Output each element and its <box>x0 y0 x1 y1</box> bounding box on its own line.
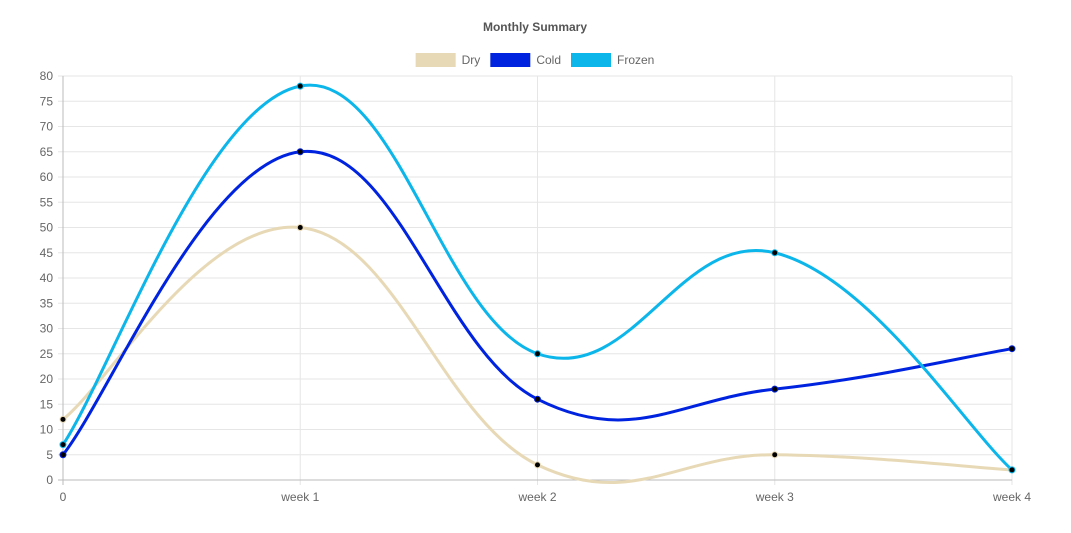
data-point-dry[interactable] <box>771 451 779 459</box>
y-tick-label: 10 <box>40 423 54 437</box>
y-tick-label: 30 <box>40 322 54 336</box>
y-tick-label: 20 <box>40 372 54 386</box>
y-tick-label: 60 <box>40 170 54 184</box>
x-tick-label: 0 <box>60 490 67 504</box>
y-axis-ticks: 0 5 10 15 20 25 30 35 40 45 50 55 60 65 70 75 80 <box>40 69 54 487</box>
y-tick-label: 65 <box>40 145 54 159</box>
y-tick-label: 15 <box>40 397 54 411</box>
x-tick-label: week 1 <box>280 490 319 504</box>
y-tick-label: 0 <box>46 473 53 487</box>
series-line-frozen <box>61 83 1014 472</box>
data-point-frozen[interactable] <box>771 249 779 257</box>
legend-label-frozen: Frozen <box>617 53 654 67</box>
legend-item-cold[interactable]: Cold <box>490 53 561 67</box>
data-point-frozen[interactable] <box>1008 466 1016 474</box>
legend-swatch-frozen <box>571 53 611 67</box>
chart-grid <box>58 75 1013 485</box>
y-tick-label: 5 <box>46 448 53 462</box>
y-tick-label: 55 <box>40 195 54 209</box>
y-tick-label: 50 <box>40 221 54 235</box>
chart-title: Monthly Summary <box>483 20 587 34</box>
y-tick-label: 40 <box>40 271 54 285</box>
data-point-dry[interactable] <box>296 224 304 231</box>
x-tick-label: week 3 <box>755 490 794 504</box>
x-tick-label: week 4 <box>992 490 1031 504</box>
legend-swatch-cold <box>490 53 531 67</box>
legend-label-cold: Cold <box>536 53 561 67</box>
data-point-dry[interactable] <box>534 461 541 469</box>
data-point-cold[interactable] <box>771 385 779 393</box>
data-point-cold[interactable] <box>296 148 304 156</box>
y-tick-label: 70 <box>40 120 54 134</box>
series-points <box>59 82 1016 474</box>
chart-legend: Dry Cold Frozen <box>415 53 654 67</box>
data-point-cold[interactable] <box>534 395 541 403</box>
x-tick-label: week 2 <box>517 490 556 504</box>
series-line-dry <box>61 225 1014 485</box>
y-tick-label: 80 <box>40 69 54 83</box>
legend-swatch-dry <box>415 53 456 67</box>
data-point-frozen[interactable] <box>59 441 67 449</box>
chart-axes <box>62 76 1012 481</box>
data-point-frozen[interactable] <box>534 350 541 358</box>
legend-item-dry[interactable]: Dry <box>415 53 481 67</box>
x-axis-ticks: 0 week 1 week 2 week 3 week 4 <box>60 490 1032 504</box>
legend-item-frozen[interactable]: Frozen <box>571 53 654 67</box>
series-line-cold <box>61 150 1014 457</box>
y-tick-label: 35 <box>40 296 54 310</box>
data-point-dry[interactable] <box>59 415 67 423</box>
y-tick-label: 45 <box>40 246 54 260</box>
y-tick-label: 75 <box>40 94 54 108</box>
legend-label-dry: Dry <box>462 53 481 67</box>
data-point-frozen[interactable] <box>296 82 304 90</box>
series-lines <box>61 83 1014 485</box>
y-tick-label: 25 <box>40 347 54 361</box>
data-point-cold[interactable] <box>1008 345 1016 353</box>
data-point-cold[interactable] <box>59 451 67 459</box>
